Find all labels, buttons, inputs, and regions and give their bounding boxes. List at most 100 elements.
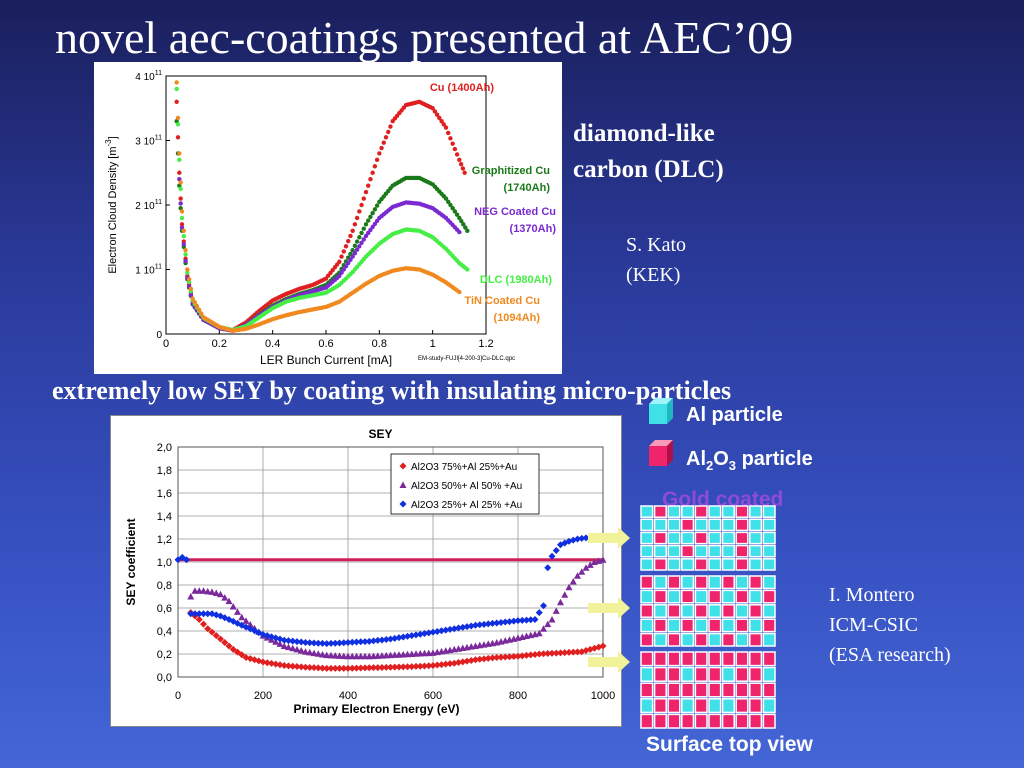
- data-point: [457, 229, 462, 235]
- data-point: [379, 145, 384, 151]
- y-tick-base: 4 10: [135, 72, 155, 83]
- surface-cell: [681, 651, 695, 667]
- data-point: [208, 628, 216, 636]
- data-point: [416, 662, 424, 670]
- surface-cell: [721, 651, 735, 667]
- surface-cell: [681, 618, 695, 633]
- surface-cell: [694, 505, 708, 518]
- credit-montero-affil: ICM-CSIC: [829, 614, 918, 636]
- surface-cell: [708, 558, 722, 571]
- data-point: [404, 632, 411, 640]
- surface-cell: [681, 632, 695, 647]
- data-point: [480, 655, 488, 663]
- data-point: [340, 664, 348, 672]
- data-point: [374, 636, 382, 644]
- surface-cell: [653, 651, 667, 667]
- surface-cell: [735, 505, 749, 518]
- y-tick-label: 2 1011: [135, 199, 162, 212]
- y-tick-exponent: 11: [155, 70, 162, 77]
- data-point: [178, 553, 186, 561]
- surface-cell: [681, 544, 695, 558]
- data-point: [399, 481, 407, 488]
- surface-cell: [749, 651, 763, 667]
- arrow-icon: [588, 651, 630, 673]
- data-point: [337, 259, 342, 264]
- data-point: [599, 642, 607, 650]
- data-point: [183, 247, 188, 253]
- data-point: [582, 534, 590, 542]
- x-tick-label: 1.2: [478, 338, 493, 350]
- data-point: [506, 618, 513, 626]
- surface-cell: [681, 604, 695, 618]
- data-point: [339, 270, 344, 275]
- data-point: [302, 663, 309, 671]
- data-point: [359, 202, 364, 208]
- surface-cell: [749, 544, 763, 558]
- data-point: [221, 614, 229, 622]
- data-point: [272, 634, 280, 642]
- data-point: [280, 642, 288, 649]
- data-point: [361, 196, 366, 201]
- data-point: [523, 651, 530, 659]
- legend-box: [390, 453, 540, 515]
- surface-cell: [694, 558, 708, 571]
- surface-cell: [721, 682, 735, 698]
- data-point: [280, 636, 288, 644]
- x-axis-label: LER Bunch Current [mA]: [260, 353, 392, 367]
- series-label: (1740Ah): [504, 182, 551, 194]
- y-tick-label: 0,2: [157, 649, 172, 661]
- data-point: [319, 650, 326, 658]
- credit-montero: I. Montero ICM-CSIC (ESA research): [829, 580, 951, 670]
- data-point: [217, 590, 224, 598]
- y-axis-label: Electron Cloud Density [m-3]: [104, 136, 119, 273]
- surface-cell: [653, 632, 667, 647]
- data-point: [289, 637, 297, 645]
- data-point: [181, 228, 186, 233]
- y-tick-base: 3 10: [135, 137, 155, 148]
- data-point: [306, 663, 314, 671]
- data-point: [518, 616, 526, 624]
- data-point: [350, 254, 355, 259]
- surface-cell: [667, 531, 681, 545]
- x-tick-label: 0.2: [212, 338, 227, 350]
- data-point: [448, 202, 453, 208]
- data-point: [212, 589, 220, 597]
- surface-cell: [640, 666, 654, 682]
- data-point: [552, 547, 560, 554]
- data-point: [368, 227, 373, 233]
- data-point: [188, 292, 194, 298]
- data-point: [366, 183, 371, 188]
- surface-cell: [653, 604, 667, 618]
- data-point: [195, 610, 203, 618]
- data-point: [357, 209, 362, 214]
- data-point: [179, 215, 185, 221]
- data-point: [343, 244, 349, 249]
- pointer-arrows: [588, 527, 630, 673]
- surface-cell: [708, 531, 722, 545]
- surface-cell: [640, 713, 654, 729]
- surface-cell: [681, 575, 695, 590]
- data-point: [381, 140, 386, 145]
- data-point: [446, 660, 454, 668]
- data-point: [430, 106, 435, 111]
- data-point: [441, 122, 446, 127]
- data-point: [370, 664, 377, 672]
- surface-cell: [762, 698, 776, 714]
- surface-cell: [721, 505, 735, 518]
- surface-cell: [667, 666, 681, 682]
- series-label: NEG Coated Cu: [474, 206, 556, 218]
- surface-cell: [749, 518, 763, 532]
- data-point: [395, 663, 403, 671]
- data-point: [327, 639, 335, 647]
- data-point: [217, 635, 224, 643]
- data-point: [365, 664, 373, 672]
- data-point: [518, 652, 526, 660]
- data-point: [348, 257, 353, 263]
- surface-cell: [735, 589, 749, 604]
- chart-title: SEY: [368, 427, 392, 441]
- data-point: [357, 664, 365, 672]
- data-point: [289, 662, 297, 670]
- surface-cell: [721, 575, 735, 590]
- data-point: [234, 608, 241, 615]
- x-tick-label: 200: [254, 690, 272, 702]
